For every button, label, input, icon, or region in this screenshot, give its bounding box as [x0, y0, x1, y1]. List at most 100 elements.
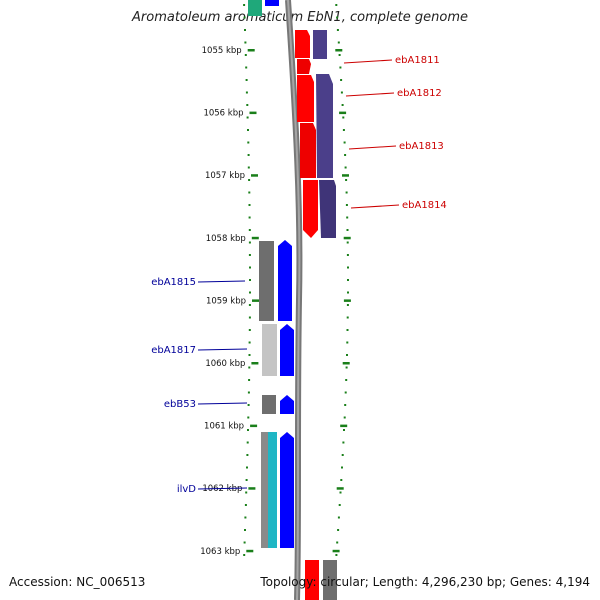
ruler-dot [346, 316, 349, 319]
ruler-dot [247, 429, 249, 431]
ruler-dot [248, 354, 251, 356]
accession-text: Accession: NC_006513 [9, 575, 146, 589]
ruler-dot [342, 116, 345, 119]
kbp-tick-label: 1056 kbp [203, 109, 243, 119]
left-ruler-dots [243, 4, 251, 556]
kbp-tick-right [336, 487, 344, 490]
ruler-dot [346, 304, 349, 306]
gene-bottom-gray [323, 560, 337, 600]
kbp-tick-left [246, 549, 254, 553]
kbp-tick-right [343, 299, 351, 302]
ruler-dot [346, 216, 349, 219]
ruler-dot [340, 479, 343, 481]
ruler-dot [336, 541, 339, 544]
ruler-dot [346, 241, 349, 244]
gene-gray-1 [259, 241, 274, 321]
ruler-dot [248, 216, 251, 219]
gene-purple-1 [313, 30, 327, 59]
ruler-dot [345, 204, 348, 206]
ruler-dot [343, 416, 346, 419]
gene-label-ebA1811[interactable]: ebA1811 [395, 55, 440, 66]
gene-red-5 [303, 180, 318, 238]
gene-label-ebA1814[interactable]: ebA1814 [402, 200, 447, 211]
ruler-dot [244, 29, 246, 31]
gene-red-3 [297, 75, 314, 122]
gene-label-ilvD[interactable]: ilvD [177, 484, 196, 495]
ruler-dot [341, 454, 344, 456]
kbp-tick-left [248, 487, 256, 490]
ruler-dot [245, 491, 248, 494]
kbp-tick-left [251, 174, 258, 177]
gene-label-line [197, 402, 248, 405]
ruler-dot [346, 354, 348, 356]
gene-red-2 [297, 59, 311, 74]
ruler-dot [343, 141, 346, 144]
kbp-tick-left [247, 49, 255, 52]
ruler-dot [246, 116, 249, 119]
ruler-dot [247, 416, 250, 419]
gene-gray-2 [262, 395, 276, 414]
kbp-tick-right [340, 424, 348, 428]
kbp-tick-right [343, 236, 351, 240]
kbp-tick-label: 1062 kbp [202, 484, 242, 494]
ruler-dot [347, 279, 349, 281]
ruler-dot [347, 291, 349, 294]
ruler-dot [248, 204, 251, 206]
ruler-dot [345, 379, 348, 381]
kbp-tick-label: 1063 kbp [200, 547, 240, 557]
map-title: Aromatoleum aromaticum EbN1, complete ge… [132, 10, 468, 25]
ruler-dot [248, 341, 251, 344]
kbp-axis: 1055 kbp 1056 kbp 1057 kbp 1058 kbp 1059 kbp… [200, 46, 351, 557]
gene-label-line [345, 92, 395, 97]
ruler-dot [248, 179, 251, 181]
ruler-dot [243, 16, 246, 19]
gene-label-ebA1817[interactable]: ebA1817 [151, 345, 196, 356]
gene-cyan-1 [268, 432, 277, 548]
ruler-dot [245, 479, 248, 481]
ruler-dot [343, 429, 345, 431]
ruler-dot [340, 79, 343, 81]
ruler-dot [339, 491, 342, 494]
ruler-dot [247, 166, 250, 169]
ruler-dot [243, 541, 246, 544]
ruler-dot [248, 254, 251, 256]
kbp-tick-right [332, 549, 340, 553]
kbp-tick-label: 1055 kbp [202, 46, 242, 56]
gene-top-green [248, 0, 262, 16]
ruler-dot [246, 466, 248, 469]
ruler-dot [248, 329, 251, 331]
gene-purple-2 [316, 74, 333, 178]
ruler-dot [336, 16, 339, 19]
ruler-dot [248, 241, 251, 244]
gene-label-line [350, 204, 400, 209]
kbp-tick-label: 1057 kbp [205, 171, 245, 181]
ruler-dot [246, 454, 249, 456]
ruler-dot [340, 91, 343, 94]
ruler-dot [246, 441, 249, 444]
gene-blue-3 [280, 395, 294, 414]
gene-label-line [197, 487, 248, 490]
gene-red-1 [295, 30, 310, 58]
kbp-tick-label: 1060 kbp [205, 359, 245, 369]
gene-label-ebB53[interactable]: ebB53 [164, 399, 196, 410]
ruler-dot [248, 191, 251, 194]
ruler-dot [345, 366, 348, 369]
ruler-dot [344, 166, 347, 169]
kbp-tick-right [342, 174, 349, 177]
ruler-dot [243, 554, 246, 556]
gene-label-ebA1815[interactable]: ebA1815 [151, 277, 196, 288]
ruler-dot [338, 54, 341, 56]
gene-label-ebA1812[interactable]: ebA1812 [397, 88, 442, 99]
kbp-tick-label: 1061 kbp [204, 422, 244, 432]
ruler-dot [247, 391, 250, 394]
ruler-dot [342, 441, 345, 444]
ruler-dot [249, 291, 251, 294]
genome-backbone-highlight [287, 0, 301, 600]
kbp-tick-right [342, 362, 350, 365]
gene-top-blue [265, 0, 279, 6]
gene-lightgray-1 [262, 324, 277, 376]
gene-label-ebA1813[interactable]: ebA1813 [399, 141, 444, 152]
ruler-dot [337, 41, 340, 44]
